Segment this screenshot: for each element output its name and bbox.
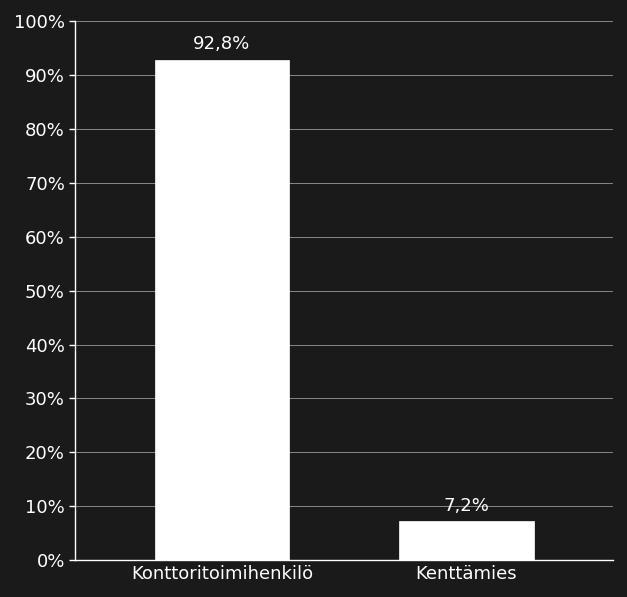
Text: 7,2%: 7,2% [443,497,490,515]
Bar [155,60,289,560]
Text: 92,8%: 92,8% [193,35,251,53]
Bar [399,521,534,560]
